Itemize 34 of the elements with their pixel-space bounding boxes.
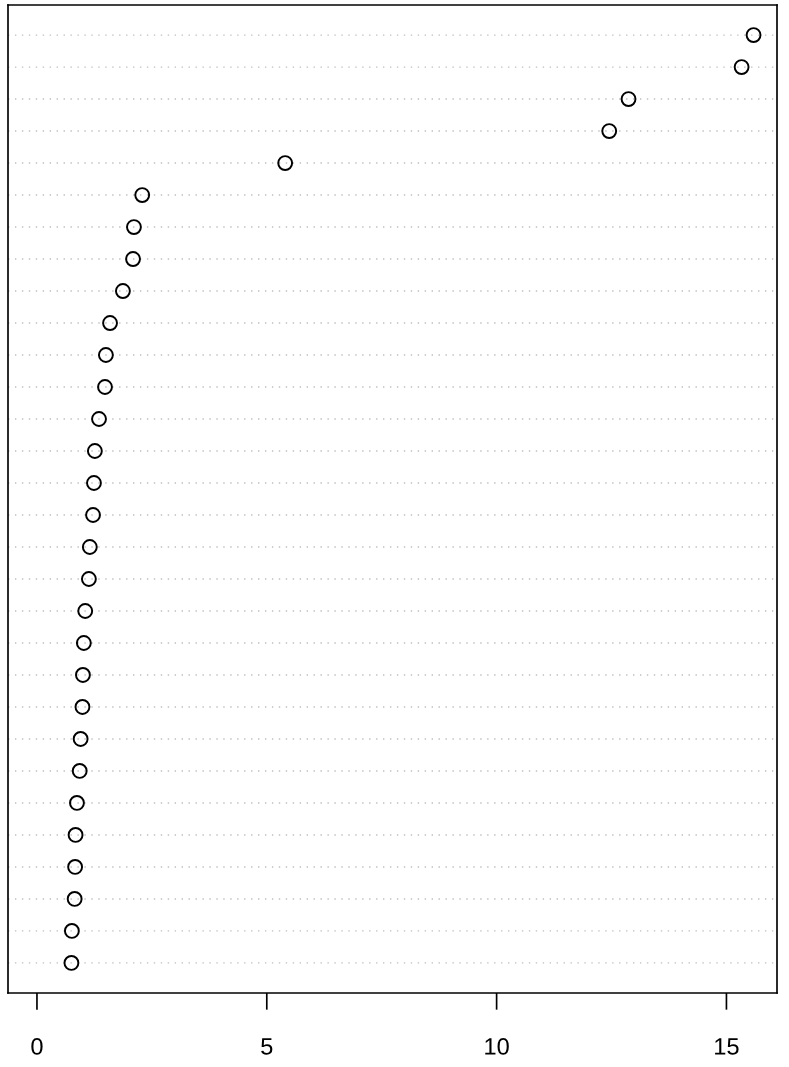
point (71, 763, 88, 779)
point (66, 891, 83, 907)
point (620, 91, 637, 107)
point (81, 539, 98, 555)
point (102, 315, 118, 331)
x-tick-label: 0 (31, 1038, 43, 1055)
x-tick-label: 5 (261, 1038, 273, 1055)
point (75, 667, 91, 683)
point (91, 411, 107, 427)
point (63, 923, 80, 939)
point (85, 507, 101, 523)
point (126, 219, 142, 235)
point (125, 251, 141, 267)
point (74, 699, 91, 715)
point (72, 731, 89, 747)
x-tick-label: 10 (485, 1038, 509, 1055)
point (733, 59, 750, 75)
point (86, 443, 103, 459)
point (97, 347, 114, 363)
point (115, 283, 131, 299)
point (67, 859, 84, 875)
point (77, 603, 94, 619)
point (134, 187, 151, 203)
point (75, 635, 92, 651)
point (277, 155, 294, 171)
point (69, 795, 85, 811)
point (80, 571, 97, 587)
point (67, 827, 84, 843)
point (97, 379, 113, 395)
point (601, 123, 618, 139)
point (63, 955, 80, 971)
x-tick-label: 15 (715, 1038, 739, 1055)
point (745, 27, 762, 43)
point (86, 475, 102, 491)
